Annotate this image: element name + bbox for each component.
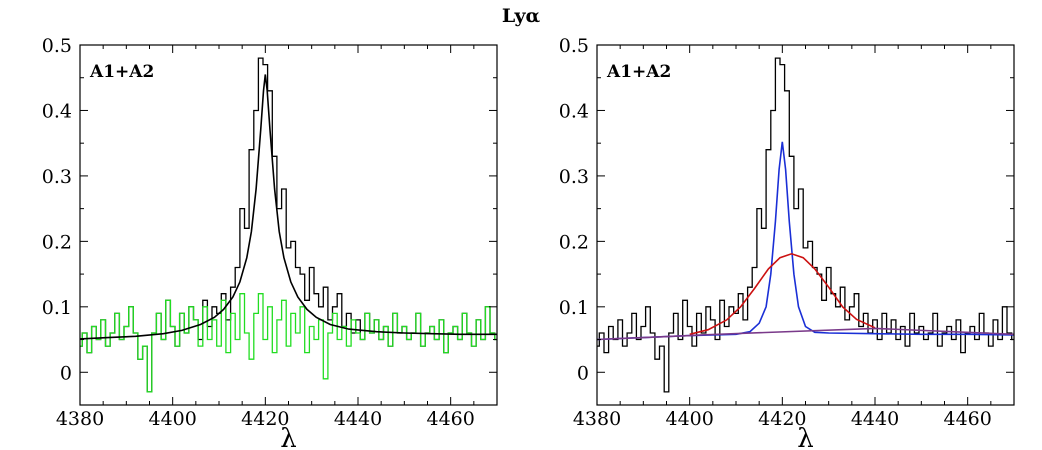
y-tick-label: 0.3 (42, 166, 72, 188)
fit-curve-1 (597, 141, 1014, 341)
x-tick-label: 4400 (665, 408, 713, 430)
left-plot: 4380 4400 4420 4440 4460 0 0.1 0.2 0.3 0.4 0.5 A1+A… (42, 35, 498, 450)
y-tick-label: 0.5 (42, 35, 72, 57)
y-tick-label: 0.1 (559, 297, 589, 319)
y-tick-label: 0.4 (42, 100, 72, 122)
y-tick-label: 0 (577, 362, 589, 384)
fit-curve-2 (689, 252, 876, 336)
x-tick-label: 4460 (426, 408, 474, 430)
x-tick-label: 4400 (148, 408, 196, 430)
plot-area (597, 57, 1014, 393)
fit-curve-2 (80, 74, 497, 340)
panel-annotation: A1+A2 (606, 62, 671, 82)
y-tick-label: 0.2 (559, 231, 589, 253)
x-tick-label: 4420 (758, 408, 806, 430)
x-tick-label: 4460 (943, 408, 991, 430)
x-tick-label: 4440 (851, 408, 899, 430)
x-tick-label: 4420 (241, 408, 289, 430)
x-tick-label: 4440 (334, 408, 382, 430)
right-plot: 4380 4400 4420 4440 4460 0 0.1 0.2 0.3 0.4 0.5 A1+A… (559, 35, 1015, 450)
y-tick-label: 0.4 (559, 100, 589, 122)
figure-title: Lyα (502, 5, 541, 27)
spectrum-series-1 (80, 293, 497, 393)
x-tick-label: 4380 (56, 408, 104, 430)
y-tick-label: 0 (60, 362, 72, 384)
x-tick-label: 4380 (573, 408, 621, 430)
fit-curve-3 (597, 327, 1014, 341)
y-tick-label: 0.2 (42, 231, 72, 253)
x-axis-label: λ (797, 424, 813, 450)
y-tick-label: 0.3 (559, 166, 589, 188)
spectrum-series-0 (597, 57, 1014, 393)
panel-annotation: A1+A2 (89, 62, 154, 82)
plot-area (80, 57, 497, 393)
spectrum-series-0 (80, 57, 497, 393)
y-tick-label: 0.5 (559, 35, 589, 57)
x-axis-label: λ (280, 424, 296, 450)
y-tick-label: 0.1 (42, 297, 72, 319)
